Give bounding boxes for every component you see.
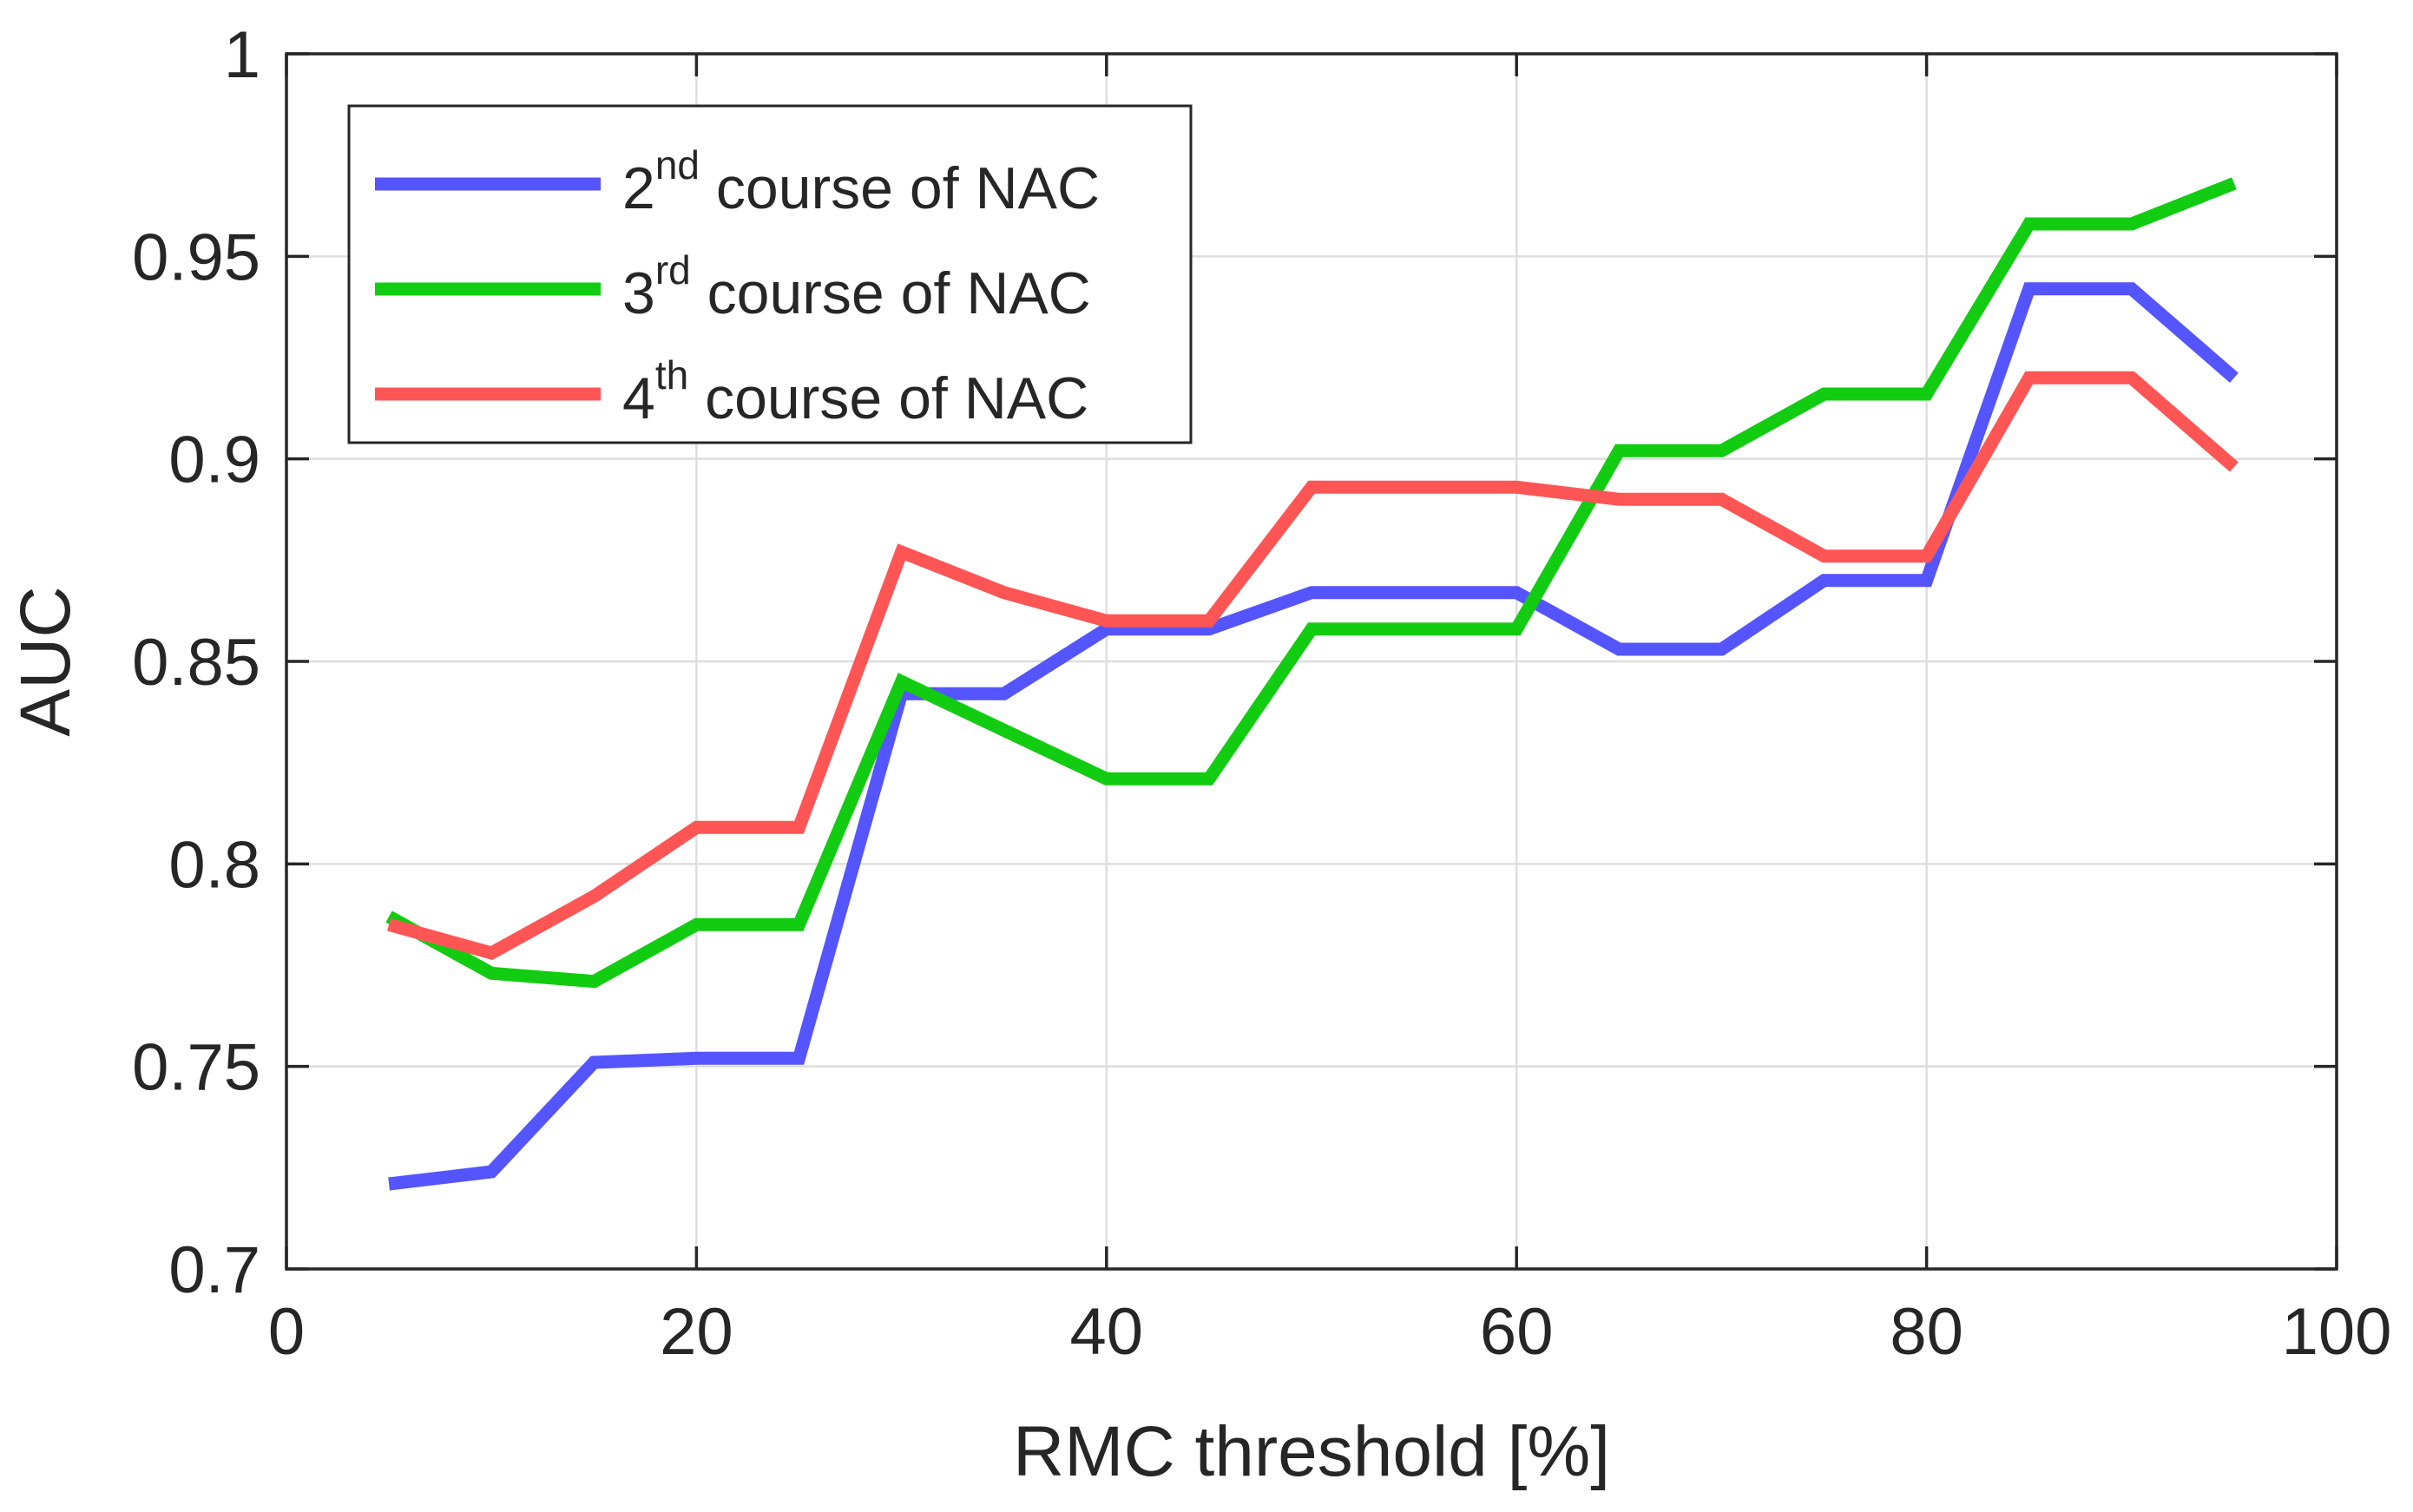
legend-entry-superscript: nd (655, 142, 700, 187)
x-tick-label: 60 (1480, 1295, 1554, 1369)
legend-entry-1: 2nd course of NAC (622, 142, 1100, 221)
y-tick-label: 0.95 (132, 220, 260, 294)
y-tick-label: 0.75 (132, 1031, 260, 1105)
tick-labels: 0 20 40 60 80 100 0.7 0.75 0.8 0.85 0.9 0.95 1 (132, 18, 2391, 1369)
legend-entry-superscript: th (655, 352, 688, 398)
legend-entry-number: 3 (622, 260, 655, 326)
y-tick-label: 0.8 (168, 828, 260, 902)
series-lines (385, 177, 2239, 1191)
y-tick-label: 0.85 (132, 626, 260, 700)
legend-entry-2: 3rd course of NAC (622, 247, 1091, 326)
y-tick-label: 0.7 (168, 1233, 260, 1307)
legend-entry-text: course of NAC (700, 155, 1100, 221)
y-axis-label: AUC (6, 586, 85, 736)
series-line-2 (385, 177, 2237, 989)
y-tick-label: 0.9 (168, 424, 260, 497)
x-tick-label: 20 (660, 1295, 733, 1369)
series-line-1 (388, 282, 2239, 1191)
legend-entry-number: 4 (622, 365, 655, 431)
x-axis-label: RMC threshold [%] (1013, 1412, 1610, 1491)
x-tick-label: 80 (1890, 1295, 1963, 1369)
legend-entry-text: course of NAC (688, 365, 1088, 431)
series-line-3 (387, 371, 2239, 961)
x-tick-label: 0 (268, 1295, 305, 1369)
legend-entry-text: course of NAC (691, 260, 1091, 326)
legend-box (347, 104, 1193, 444)
y-tick-label: 1 (224, 18, 260, 92)
axes (285, 52, 2338, 1271)
legend-entry-3: 4th course of NAC (622, 352, 1088, 431)
x-tick-label: 100 (2282, 1295, 2392, 1369)
x-tick-label: 40 (1070, 1295, 1144, 1369)
legend-entry-number: 2 (622, 155, 655, 221)
legend-entry-superscript: rd (655, 247, 691, 293)
